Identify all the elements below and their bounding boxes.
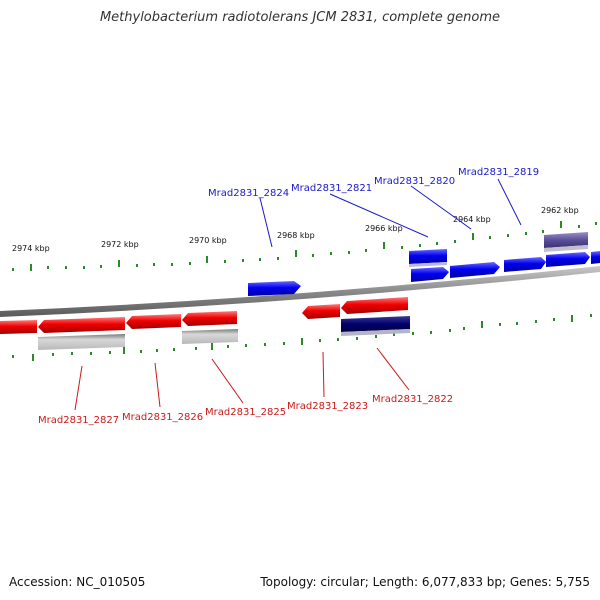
scale-label-2974: 2974 kbp xyxy=(12,244,50,253)
gene-label-mrad2831-2819[interactable]: Mrad2831_2819 xyxy=(458,167,539,178)
scale-label-2964: 2964 kbp xyxy=(453,215,491,224)
forward-gene-2818[interactable] xyxy=(546,252,590,267)
gene-label-mrad2831-2820[interactable]: Mrad2831_2820 xyxy=(374,176,455,187)
forward-tick-track xyxy=(12,221,597,271)
forward-gene-slate-shadow xyxy=(544,245,588,252)
accession-text: Accession: NC_010505 xyxy=(9,575,146,589)
reverse-gene-2825[interactable] xyxy=(182,311,237,326)
reverse-gene-2826[interactable] xyxy=(126,314,181,329)
gene-label-mrad2831-2825[interactable]: Mrad2831_2825 xyxy=(205,407,286,418)
forward-genes xyxy=(248,232,600,296)
forward-gene-2824[interactable] xyxy=(248,281,301,296)
forward-gene-2820[interactable] xyxy=(450,262,500,278)
forward-leader-lines xyxy=(259,178,522,248)
reverse-gene-2822[interactable] xyxy=(341,297,408,314)
scale-label-2962: 2962 kbp xyxy=(541,206,579,215)
map-title: Methylobacterium radiotolerans JCM 2831,… xyxy=(99,10,501,25)
reverse-gene-navy[interactable] xyxy=(341,316,410,332)
scale-label-2968: 2968 kbp xyxy=(277,231,315,240)
gene-label-mrad2831-2827[interactable]: Mrad2831_2827 xyxy=(38,415,119,426)
reverse-gene-2828[interactable] xyxy=(0,320,37,334)
reverse-gene-2823[interactable] xyxy=(302,304,340,319)
reverse-gene-gray-2[interactable] xyxy=(182,329,238,344)
reverse-gene-2827[interactable] xyxy=(38,317,125,333)
forward-gene-upper-1[interactable] xyxy=(409,249,447,264)
forward-gene-2821[interactable] xyxy=(411,267,449,282)
gene-label-mrad2831-2826[interactable]: Mrad2831_2826 xyxy=(122,412,203,423)
scale-label-2972: 2972 kbp xyxy=(101,240,139,249)
forward-gene-2817[interactable] xyxy=(591,251,600,264)
gene-label-mrad2831-2824[interactable]: Mrad2831_2824 xyxy=(208,188,289,199)
gene-label-mrad2831-2823[interactable]: Mrad2831_2823 xyxy=(287,401,368,412)
gene-label-mrad2831-2822[interactable]: Mrad2831_2822 xyxy=(372,394,453,405)
scale-label-2970: 2970 kbp xyxy=(189,236,227,245)
genome-summary-text: Topology: circular; Length: 6,077,833 bp… xyxy=(260,575,590,589)
scale-label-2966: 2966 kbp xyxy=(365,224,403,233)
reverse-tick-track xyxy=(12,314,592,361)
reverse-genes xyxy=(0,297,410,350)
genome-backbone xyxy=(0,266,600,317)
reverse-leader-lines xyxy=(74,347,410,411)
gene-label-mrad2831-2821[interactable]: Mrad2831_2821 xyxy=(291,183,372,194)
forward-gene-upper-1-shadow xyxy=(409,262,447,267)
reverse-gene-navy-shadow xyxy=(341,329,410,336)
reverse-gene-gray-1[interactable] xyxy=(38,334,125,350)
forward-gene-2819[interactable] xyxy=(504,257,546,272)
forward-gene-slate[interactable] xyxy=(544,232,588,248)
